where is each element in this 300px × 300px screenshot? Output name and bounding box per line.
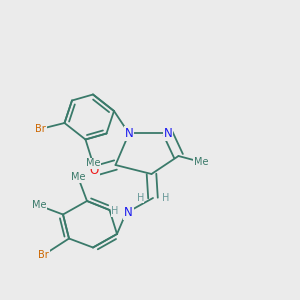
Text: Me: Me [71, 172, 85, 182]
Text: H: H [136, 193, 144, 203]
Text: Br: Br [35, 124, 46, 134]
Text: N: N [124, 206, 133, 220]
Text: H: H [162, 193, 169, 203]
Text: H: H [111, 206, 118, 217]
Text: Me: Me [194, 157, 208, 167]
Text: O: O [90, 164, 99, 178]
Text: N: N [164, 127, 172, 140]
Text: Br: Br [38, 250, 49, 260]
Text: Me: Me [86, 158, 100, 169]
Text: N: N [124, 127, 134, 140]
Text: Me: Me [32, 200, 46, 211]
